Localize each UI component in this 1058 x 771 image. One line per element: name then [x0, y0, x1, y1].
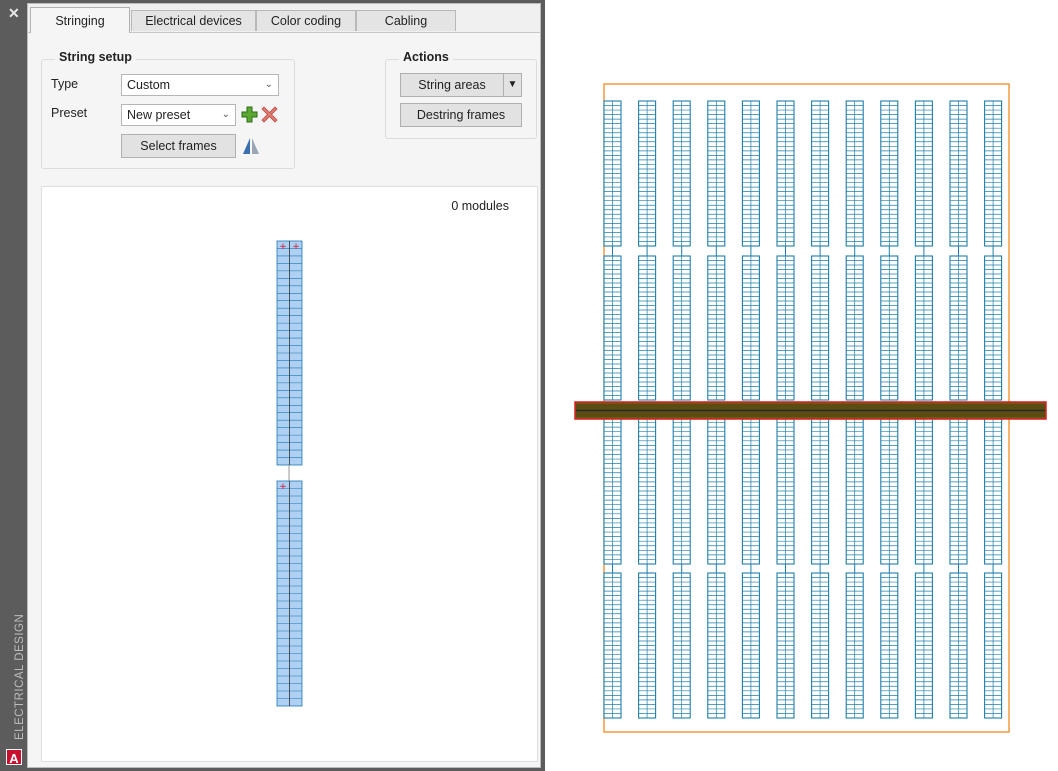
- table-frame[interactable]: [672, 100, 691, 247]
- table-frame[interactable]: [776, 255, 795, 401]
- close-icon[interactable]: ✕: [8, 5, 20, 21]
- layout-geometry: [574, 83, 1047, 733]
- table-frame[interactable]: [672, 417, 691, 565]
- actions-group: [385, 59, 537, 139]
- string-areas-button[interactable]: String areas: [400, 73, 504, 97]
- add-preset-icon[interactable]: [241, 106, 258, 123]
- table-frame[interactable]: [707, 255, 726, 401]
- site-layout-canvas[interactable]: [570, 78, 1054, 740]
- table-frame[interactable]: [811, 100, 830, 247]
- table-frame[interactable]: [949, 255, 968, 401]
- actions-title: Actions: [399, 50, 453, 64]
- caret-down-icon: ▼: [507, 79, 518, 90]
- polarity-plus-mark: +: [292, 242, 300, 252]
- table-frame[interactable]: [984, 417, 1003, 565]
- panel-title: ELECTRICAL DESIGN: [14, 613, 26, 740]
- panel-content: Stringing Electrical devices Color codin…: [27, 3, 541, 768]
- table-frame[interactable]: [741, 572, 760, 719]
- table-frame[interactable]: [811, 417, 830, 565]
- tab-stringing[interactable]: Stringing: [30, 7, 130, 33]
- chevron-down-icon: ⌄: [221, 109, 230, 120]
- table-frame[interactable]: [776, 100, 795, 247]
- table-frame[interactable]: [880, 417, 899, 565]
- mirror-triangles-icon[interactable]: [241, 136, 261, 156]
- table-frame[interactable]: [845, 255, 864, 401]
- table-frame[interactable]: [638, 417, 657, 565]
- table-frame[interactable]: [776, 572, 795, 719]
- table-frame[interactable]: [914, 100, 933, 247]
- table-frame[interactable]: [638, 255, 657, 401]
- table-frame[interactable]: [741, 255, 760, 401]
- table-frame[interactable]: [984, 255, 1003, 401]
- table-frame[interactable]: [845, 417, 864, 565]
- type-dropdown[interactable]: Custom ⌄: [121, 74, 279, 96]
- table-frame[interactable]: [638, 572, 657, 719]
- table-frame[interactable]: [603, 100, 622, 247]
- table-frame[interactable]: [811, 572, 830, 719]
- delete-preset-icon[interactable]: [261, 106, 278, 123]
- access-road[interactable]: [574, 401, 1047, 420]
- table-frame[interactable]: [984, 100, 1003, 247]
- table-frame[interactable]: [603, 255, 622, 401]
- table-frame[interactable]: [776, 417, 795, 565]
- table-frame[interactable]: [914, 572, 933, 719]
- table-frame[interactable]: [914, 417, 933, 565]
- panel-side-bar: ✕ ELECTRICAL DESIGN A: [0, 0, 27, 771]
- polarity-plus-mark: +: [279, 482, 287, 492]
- table-frame[interactable]: [845, 572, 864, 719]
- frame-preview-drawing: + ++: [276, 240, 303, 707]
- polarity-plus-mark: +: [279, 242, 287, 252]
- tab-electrical-devices[interactable]: Electrical devices: [131, 10, 256, 31]
- table-frame[interactable]: [949, 100, 968, 247]
- app-logo-icon: A: [6, 749, 22, 766]
- table-frame[interactable]: [707, 100, 726, 247]
- module-count: 0 modules: [451, 199, 509, 213]
- string-areas-dropdown-button[interactable]: ▼: [503, 73, 522, 97]
- type-label: Type: [51, 77, 79, 91]
- preset-value: New preset: [127, 108, 191, 122]
- select-frames-button[interactable]: Select frames: [121, 134, 236, 158]
- tab-cabling[interactable]: Cabling: [356, 10, 456, 31]
- table-frame[interactable]: [880, 100, 899, 247]
- table-frame[interactable]: [603, 417, 622, 565]
- chevron-down-icon: ⌄: [264, 79, 273, 90]
- table-frame[interactable]: [845, 100, 864, 247]
- preset-dropdown[interactable]: New preset ⌄: [121, 104, 236, 126]
- preset-label: Preset: [51, 106, 88, 120]
- table-frame[interactable]: [672, 572, 691, 719]
- tab-strip: Stringing Electrical devices Color codin…: [28, 4, 540, 33]
- table-frame[interactable]: [672, 255, 691, 401]
- table-frame[interactable]: [707, 417, 726, 565]
- table-frame[interactable]: [949, 417, 968, 565]
- string-preview: 0 modules + + +: [41, 186, 538, 762]
- preview-frame: + +: [276, 240, 303, 466]
- table-frame[interactable]: [984, 572, 1003, 719]
- table-frame[interactable]: [741, 100, 760, 247]
- tab-color-coding[interactable]: Color coding: [256, 10, 356, 31]
- table-frame[interactable]: [914, 255, 933, 401]
- table-frame[interactable]: [741, 417, 760, 565]
- table-frame[interactable]: [880, 255, 899, 401]
- table-frame[interactable]: [811, 255, 830, 401]
- electrical-design-panel: ✕ ELECTRICAL DESIGN A Stringing Electric…: [0, 0, 545, 771]
- table-frame[interactable]: [880, 572, 899, 719]
- destring-frames-button[interactable]: Destring frames: [400, 103, 522, 127]
- table-frame[interactable]: [949, 572, 968, 719]
- string-setup-title: String setup: [55, 50, 136, 64]
- preview-frame: +: [276, 480, 303, 707]
- table-frame[interactable]: [603, 572, 622, 719]
- preview-frames: + ++: [276, 240, 303, 707]
- table-frame[interactable]: [638, 100, 657, 247]
- type-value: Custom: [127, 78, 171, 92]
- table-frame[interactable]: [707, 572, 726, 719]
